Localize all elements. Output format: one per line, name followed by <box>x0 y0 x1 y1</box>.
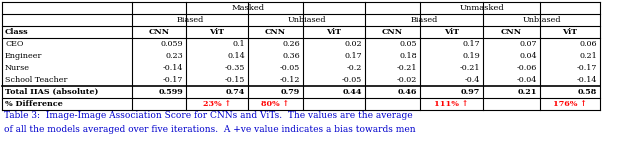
Text: -0.15: -0.15 <box>225 76 245 84</box>
Text: 0.06: 0.06 <box>579 40 597 48</box>
Text: School Teacher: School Teacher <box>5 76 67 84</box>
Text: 0.14: 0.14 <box>227 52 245 60</box>
Text: -0.21: -0.21 <box>397 64 417 72</box>
Text: 0.97: 0.97 <box>461 88 480 96</box>
Text: 111% ↑: 111% ↑ <box>435 100 468 108</box>
Text: -0.05: -0.05 <box>342 76 362 84</box>
Text: CNN: CNN <box>265 28 286 36</box>
Text: Class: Class <box>5 28 29 36</box>
Text: 176% ↑: 176% ↑ <box>553 100 587 108</box>
Text: -0.4: -0.4 <box>465 76 480 84</box>
Text: CNN: CNN <box>382 28 403 36</box>
Text: -0.2: -0.2 <box>347 64 362 72</box>
Text: Unbiased: Unbiased <box>522 16 561 24</box>
Text: -0.12: -0.12 <box>280 76 300 84</box>
Text: 0.46: 0.46 <box>397 88 417 96</box>
Text: -0.05: -0.05 <box>280 64 300 72</box>
Text: Unmasked: Unmasked <box>460 4 505 12</box>
Text: Engineer: Engineer <box>5 52 42 60</box>
Text: 0.74: 0.74 <box>226 88 245 96</box>
Text: Unbiased: Unbiased <box>287 16 326 24</box>
Text: CNN: CNN <box>148 28 170 36</box>
Text: 0.1: 0.1 <box>232 40 245 48</box>
Text: 0.17: 0.17 <box>344 52 362 60</box>
Text: -0.35: -0.35 <box>225 64 245 72</box>
Text: 0.79: 0.79 <box>281 88 300 96</box>
Text: Masked: Masked <box>232 4 265 12</box>
Text: Total IIAS (absolute): Total IIAS (absolute) <box>5 88 99 96</box>
Text: ViT: ViT <box>209 28 225 36</box>
Text: -0.04: -0.04 <box>516 76 537 84</box>
Text: 0.059: 0.059 <box>161 40 183 48</box>
Text: 0.21: 0.21 <box>579 52 597 60</box>
Text: 0.04: 0.04 <box>520 52 537 60</box>
Text: 0.19: 0.19 <box>462 52 480 60</box>
Text: -0.21: -0.21 <box>460 64 480 72</box>
Text: Biased: Biased <box>177 16 204 24</box>
Text: 0.26: 0.26 <box>282 40 300 48</box>
Text: -0.17: -0.17 <box>577 64 597 72</box>
Text: 0.05: 0.05 <box>399 40 417 48</box>
Text: 0.02: 0.02 <box>344 40 362 48</box>
Text: 80% ↑: 80% ↑ <box>261 100 290 108</box>
Text: 0.18: 0.18 <box>399 52 417 60</box>
Text: -0.06: -0.06 <box>516 64 537 72</box>
Text: of all the models averaged over five iterations.  A +ve value indicates a bias t: of all the models averaged over five ite… <box>4 125 415 134</box>
Text: 23% ↑: 23% ↑ <box>203 100 231 108</box>
Text: CNN: CNN <box>501 28 522 36</box>
Text: Biased: Biased <box>410 16 438 24</box>
Text: Nurse: Nurse <box>5 64 30 72</box>
Text: 0.23: 0.23 <box>165 52 183 60</box>
Text: 0.58: 0.58 <box>578 88 597 96</box>
Text: 0.36: 0.36 <box>282 52 300 60</box>
Text: -0.17: -0.17 <box>163 76 183 84</box>
Text: 0.17: 0.17 <box>462 40 480 48</box>
Text: % Difference: % Difference <box>5 100 63 108</box>
Text: Table 3:  Image-Image Association Score for CNNs and ViTs.  The values are the a: Table 3: Image-Image Association Score f… <box>4 112 413 121</box>
Text: 0.07: 0.07 <box>520 40 537 48</box>
Text: ViT: ViT <box>326 28 342 36</box>
Text: -0.02: -0.02 <box>397 76 417 84</box>
Text: ViT: ViT <box>444 28 459 36</box>
Text: -0.14: -0.14 <box>163 64 183 72</box>
Text: CEO: CEO <box>5 40 24 48</box>
Text: 0.21: 0.21 <box>518 88 537 96</box>
Text: ViT: ViT <box>563 28 577 36</box>
Text: 0.44: 0.44 <box>342 88 362 96</box>
Text: -0.14: -0.14 <box>577 76 597 84</box>
Text: 0.599: 0.599 <box>158 88 183 96</box>
